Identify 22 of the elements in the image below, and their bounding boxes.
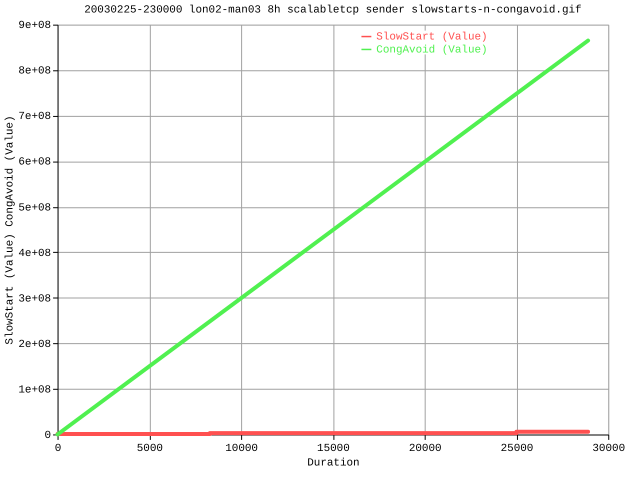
x-tick-label: 25000 [500,442,534,455]
legend-label: SlowStart (Value) [376,32,488,44]
y-tick-label: 6e+08 [18,156,52,169]
y-tick-label: 7e+08 [18,111,52,124]
x-tick-label: 0 [54,442,62,455]
y-tick-label: 4e+08 [18,248,52,260]
y-tick-label: 8e+08 [18,66,52,78]
y-tick-label: 3e+08 [18,293,52,306]
legend-label: CongAvoid (Value) [376,44,488,56]
y-tick-label: 5e+08 [18,202,52,214]
x-tick-label: 10000 [225,442,258,455]
chart-title: 20030225-230000 lon02-man03 8h scalabletcp sender slowstarts-n-congavoid.gif [84,4,582,17]
x-tick-label: 20000 [408,442,442,455]
y-tick-label: 2e+08 [18,338,52,351]
y-axis-title: SlowStart (Value) CongAvoid (Value) [4,116,16,345]
x-tick-label: 5000 [136,442,163,455]
x-tick-label: 15000 [317,442,350,455]
x-axis-title: Duration [307,458,360,470]
x-tick-label: 30000 [592,442,626,455]
y-tick-label: 1e+08 [18,384,52,396]
y-tick-label: 9e+08 [18,20,52,32]
y-tick-label: 0 [44,430,52,442]
